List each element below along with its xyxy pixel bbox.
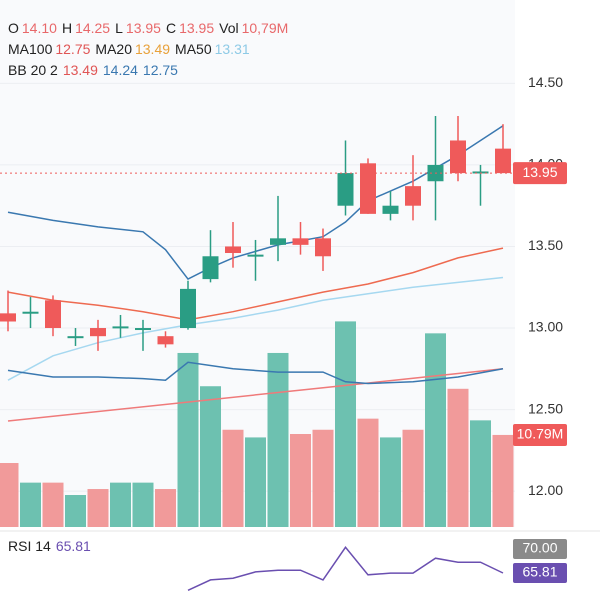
volume-bar bbox=[380, 437, 401, 527]
ma-value: 12.75 bbox=[55, 41, 91, 57]
bb-legend: BB 20 2 13.49 14.24 12.75 bbox=[8, 62, 183, 78]
ohlc-label: H bbox=[61, 20, 73, 36]
last-price-label: 13.95 bbox=[522, 164, 557, 180]
candle-body bbox=[405, 186, 421, 206]
ma-legend: MA100 12.75 MA20 13.49 MA50 13.31 bbox=[8, 41, 255, 57]
volume-bar bbox=[155, 489, 176, 527]
rsi-value-box bbox=[513, 563, 567, 584]
volume-bar bbox=[200, 386, 221, 527]
volume-bar bbox=[65, 495, 86, 527]
ma-name: MA20 bbox=[95, 41, 132, 57]
volume-bar bbox=[87, 489, 109, 527]
candle-body bbox=[202, 256, 219, 280]
ma-line bbox=[7, 276, 504, 381]
candle-body bbox=[157, 336, 174, 345]
volume-bar bbox=[290, 434, 311, 527]
volume-bar bbox=[402, 429, 424, 527]
candle-body bbox=[112, 326, 129, 329]
y-tick-label: 13.50 bbox=[528, 237, 563, 253]
candle-body bbox=[382, 205, 399, 214]
volume-bar bbox=[447, 388, 469, 527]
rsi-level-box bbox=[513, 539, 567, 560]
y-tick-label: 12.50 bbox=[528, 400, 563, 416]
last-volume-label: 10.79M bbox=[517, 426, 564, 442]
candle-body bbox=[0, 313, 16, 322]
rsi-value: 65.81 bbox=[55, 538, 91, 554]
ohlc-label: C bbox=[165, 20, 177, 36]
volume-bar bbox=[267, 352, 289, 527]
bb-lower-line bbox=[7, 361, 504, 385]
volume-bar bbox=[132, 482, 154, 527]
volume-bar bbox=[20, 482, 41, 527]
candle-body bbox=[22, 311, 39, 314]
bb-name: BB 20 2 bbox=[8, 62, 58, 78]
ma-line bbox=[7, 247, 504, 321]
candle-body bbox=[180, 288, 196, 329]
y-tick-label: 12.00 bbox=[528, 482, 563, 498]
ma-value: 13.49 bbox=[134, 41, 171, 57]
volume-bar bbox=[177, 352, 199, 527]
candle-body bbox=[45, 300, 61, 329]
volume-bar bbox=[335, 321, 356, 527]
last-volume-box bbox=[513, 423, 567, 446]
volume-bar bbox=[312, 429, 334, 527]
ma-value: 13.31 bbox=[214, 41, 250, 57]
candle-body bbox=[495, 148, 511, 174]
bb-lower: 12.75 bbox=[142, 62, 178, 78]
ohlc-label: Vol bbox=[219, 20, 239, 36]
ohlc-value: 14.10 bbox=[21, 20, 57, 36]
y-tick-label: 13.00 bbox=[528, 319, 563, 335]
candle-body bbox=[360, 163, 376, 214]
volume-bar bbox=[492, 434, 514, 527]
ohlc-value: 13.95 bbox=[125, 20, 161, 36]
ohlc-legend: O 14.10 H 14.25 L 13.95 C 13.95 Vol 10,79M bbox=[8, 20, 293, 36]
ma-name: MA50 bbox=[175, 41, 212, 57]
volume-bar bbox=[42, 482, 64, 527]
volume-bar bbox=[245, 437, 266, 527]
candle-body bbox=[135, 328, 151, 331]
candle-body bbox=[247, 254, 264, 257]
volume-bar bbox=[0, 463, 19, 527]
candle-body bbox=[225, 246, 241, 254]
ohlc-value: 13.95 bbox=[179, 20, 215, 36]
volume-bar bbox=[357, 418, 379, 527]
candle-body bbox=[292, 238, 309, 245]
volume-bar bbox=[470, 420, 491, 527]
rsi-value-label: 65.81 bbox=[522, 564, 557, 580]
bb-upper: 14.24 bbox=[102, 62, 138, 78]
rsi-level-label: 70.00 bbox=[522, 540, 557, 556]
candle-body bbox=[337, 173, 354, 206]
candle-body bbox=[450, 140, 466, 174]
rsi-legend: RSI 14 65.81 bbox=[8, 538, 96, 554]
last-price-box bbox=[513, 162, 567, 185]
ma-line bbox=[7, 368, 504, 422]
bb-middle: 13.49 bbox=[62, 62, 98, 78]
ohlc-label: O bbox=[8, 20, 19, 36]
rsi-name: RSI 14 bbox=[8, 538, 51, 554]
ohlc-value: 14.25 bbox=[75, 20, 111, 36]
candle-body bbox=[270, 238, 286, 245]
volume-bar bbox=[110, 482, 131, 527]
candle-body bbox=[315, 238, 331, 257]
volume-bar bbox=[222, 429, 244, 527]
candle-body bbox=[90, 328, 106, 337]
volume-bar bbox=[425, 333, 446, 527]
ohlc-value: 10,79M bbox=[241, 20, 289, 36]
rsi-line bbox=[187, 546, 504, 591]
ma-name: MA100 bbox=[8, 41, 53, 57]
ohlc-label: L bbox=[115, 20, 123, 36]
y-tick-label: 14.50 bbox=[528, 74, 563, 90]
candle-body bbox=[472, 171, 489, 174]
candle-body bbox=[67, 336, 84, 339]
